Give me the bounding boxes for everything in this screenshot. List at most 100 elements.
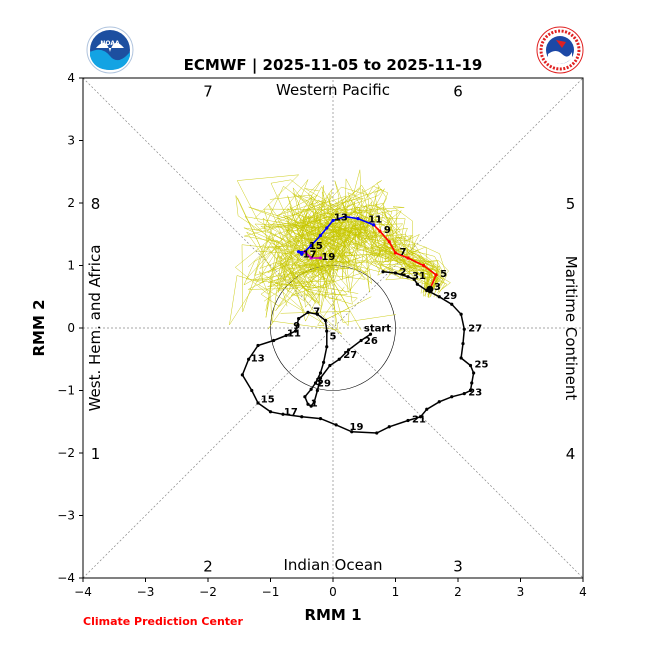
ensemble-member-line	[266, 169, 441, 285]
observed-date-label: 17	[284, 407, 298, 418]
observed-date-label: 7	[313, 306, 320, 317]
region-label-left: West. Hem. and Africa	[86, 245, 104, 412]
observed-point	[472, 371, 476, 375]
observed-point	[437, 295, 441, 299]
unit-circle	[270, 265, 396, 391]
y-tick-label: −3	[57, 509, 75, 523]
observed-point	[300, 415, 304, 419]
observed-point	[406, 275, 410, 279]
observed-point	[306, 310, 310, 314]
x-tick-label: −3	[137, 585, 155, 599]
observed-date-label: 3	[315, 377, 322, 388]
credit-label: Climate Prediction Center	[83, 615, 243, 628]
observed-point	[322, 360, 326, 364]
observed-point	[312, 400, 316, 404]
ensemble-member-line	[303, 188, 446, 288]
x-tick-label: 1	[392, 585, 400, 599]
region-label-bottom: Indian Ocean	[283, 556, 382, 574]
observed-point	[315, 388, 319, 393]
x-axis-label: RMM 1	[304, 606, 361, 624]
forecast-date-label: 5	[440, 269, 447, 280]
forecast-point	[300, 252, 304, 256]
observed-point	[318, 417, 323, 421]
observed-date-label: 11	[287, 328, 301, 339]
observed-point	[272, 338, 276, 343]
nws-logo	[536, 26, 584, 74]
observed-point	[281, 412, 285, 416]
forecast-point	[372, 223, 376, 227]
observed-date-label: 21	[412, 415, 426, 426]
forecast-point	[297, 250, 301, 254]
forecast-segment-line	[296, 215, 374, 256]
observed-point	[318, 371, 323, 375]
phase-label: 2	[203, 558, 213, 576]
y-tick-label: −4	[57, 571, 75, 585]
phase-label: 5	[566, 195, 576, 213]
observed-point	[306, 402, 310, 406]
forecast-date-label: 17	[303, 250, 317, 261]
forecast-point	[434, 273, 438, 277]
observed-date-label: 27	[343, 350, 357, 361]
observed-date-label: 29	[443, 291, 457, 302]
y-tick-label: 4	[67, 71, 75, 85]
noaa-logo: NOAA	[86, 26, 134, 74]
observed-point	[350, 430, 354, 434]
observed-point	[334, 423, 338, 427]
y-tick-label: −2	[57, 446, 75, 460]
forecast-segment-line	[373, 224, 438, 290]
observed-point	[412, 277, 416, 281]
forecast-date-label: 9	[384, 225, 391, 236]
observed-point	[462, 392, 466, 396]
observed-point	[468, 388, 473, 393]
observed-point	[368, 332, 373, 336]
observed-point	[309, 404, 313, 408]
observed-point	[256, 401, 260, 405]
observed-point	[425, 407, 429, 411]
ensemble-member-line	[269, 207, 426, 331]
region-label-top: Western Pacific	[276, 81, 390, 99]
observed-point	[450, 302, 454, 306]
ensemble-member-line	[295, 184, 438, 289]
observed-point	[450, 395, 454, 399]
observed-point	[309, 387, 313, 391]
observed-date-label: 2	[400, 267, 407, 278]
y-tick-label: 3	[67, 134, 75, 148]
forecast-date-label: 13	[334, 213, 348, 224]
forecast-point	[406, 256, 410, 260]
observed-point	[381, 270, 385, 274]
observed-point	[459, 312, 463, 316]
x-tick-label: −4	[74, 585, 92, 599]
observed-point	[325, 329, 329, 333]
observed-point	[323, 318, 328, 323]
observed-date-label: 19	[350, 422, 364, 433]
observed-point	[437, 400, 441, 404]
forecast-point	[309, 243, 313, 248]
observed-point	[318, 376, 323, 380]
observed-date-label: 1	[311, 398, 318, 409]
x-tick-label: −2	[199, 585, 217, 599]
observed-point	[415, 282, 419, 286]
observed-point	[468, 363, 473, 368]
observed-point	[387, 425, 391, 429]
observed-date-label: 26	[364, 336, 378, 347]
observed-point	[375, 431, 379, 435]
observed-point	[418, 415, 423, 419]
forecast-point	[303, 250, 307, 254]
forecast-point	[422, 263, 426, 268]
observed-point	[406, 418, 410, 423]
observed-date-label: 5	[330, 331, 337, 342]
x-tick-label: −1	[262, 585, 280, 599]
forecast-point	[309, 256, 313, 260]
observed-point	[293, 329, 298, 333]
y-axis-label: RMM 2	[30, 299, 48, 356]
observed-date-label: start	[364, 323, 391, 334]
phase-label: 7	[203, 83, 213, 101]
forecast-point	[387, 240, 391, 244]
observed-point	[268, 410, 273, 414]
phase-label: 1	[91, 445, 101, 463]
x-tick-label: 4	[579, 585, 587, 599]
forecast-date-label: 7	[400, 247, 407, 258]
forecast-date-label: 19	[321, 252, 335, 263]
forecast-point	[393, 251, 398, 255]
